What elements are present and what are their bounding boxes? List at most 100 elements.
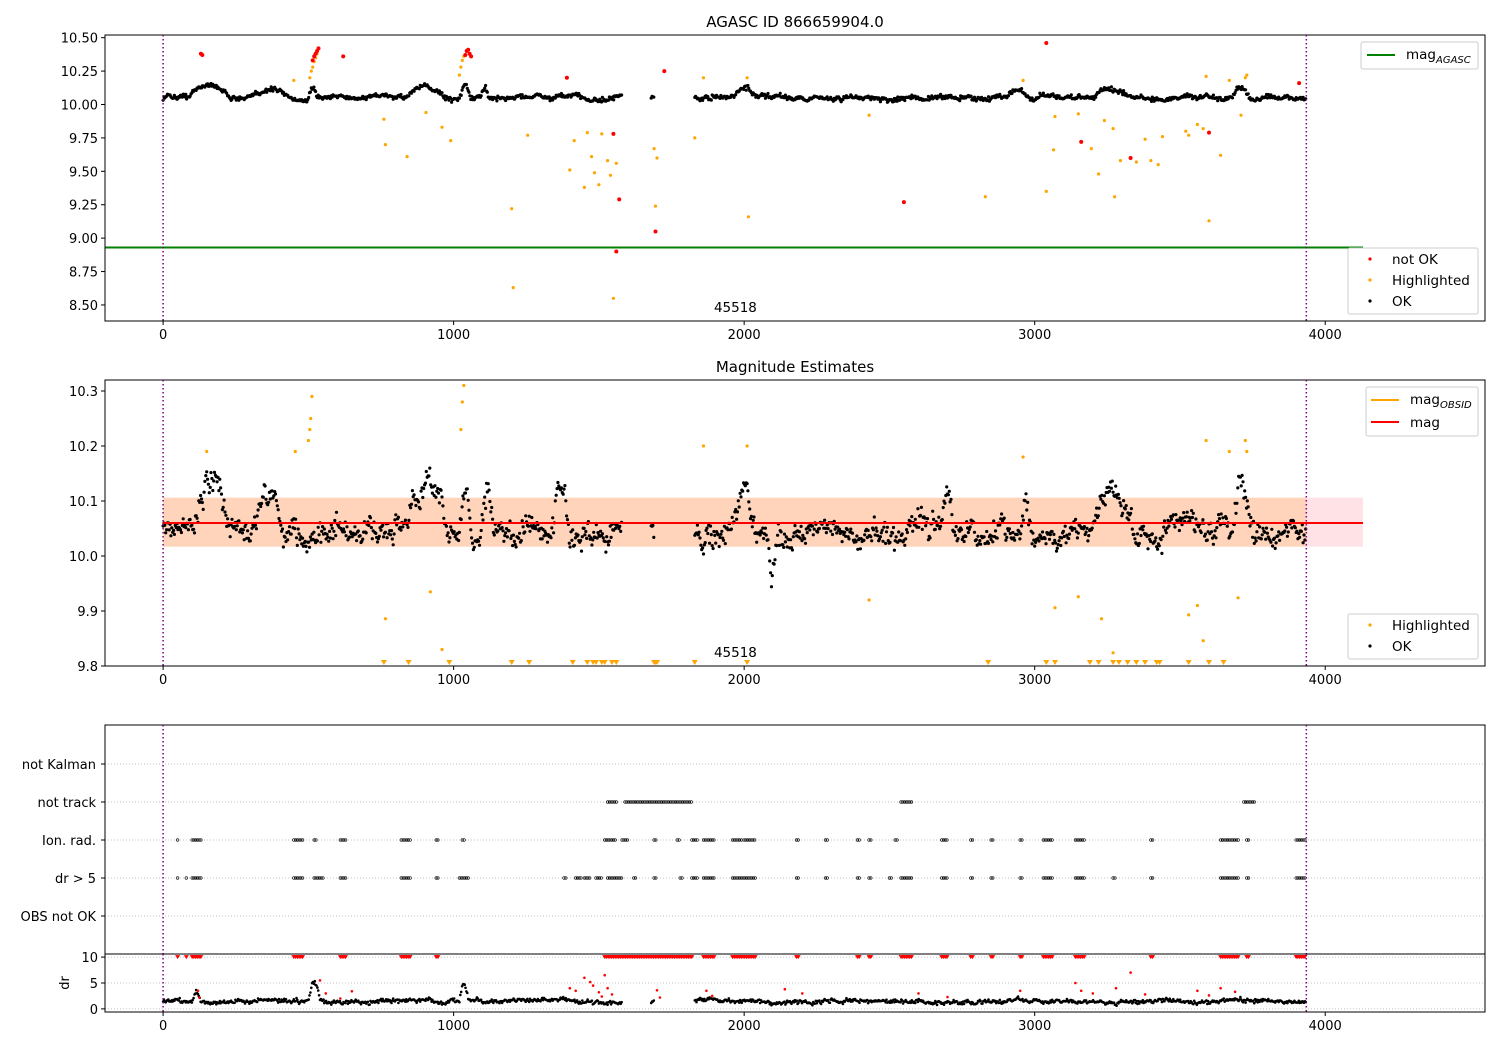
ok-point [854,540,858,544]
flag-point [732,838,736,842]
ok-point [253,515,257,519]
ok-point [1005,535,1009,540]
flag-point [609,800,613,804]
dr-ok-point [316,989,320,992]
flag-point [1075,838,1079,842]
flag-point [316,876,320,880]
ok-point [747,500,751,504]
dr-ok-point [222,999,226,1002]
ok-point [1211,93,1215,97]
dr-ok-point [1192,1002,1195,1006]
dr-not-ok-point [324,992,328,995]
ok-point [835,531,839,535]
ok-point [342,530,346,534]
flag-point [176,838,180,842]
flag-point [707,876,711,880]
flag-point [663,800,667,804]
ok-point [427,474,431,478]
ok-point [1116,492,1120,496]
ok-point [1097,506,1101,510]
flag-point [619,876,624,880]
ok-point [600,532,605,536]
ok-point [172,532,176,537]
dr-ok-point [826,998,830,1002]
dr-ok-point [202,999,206,1003]
highlighted-point [292,78,296,82]
ok-point [501,529,505,533]
ok-point [330,526,334,530]
below-limit-marker [380,660,387,665]
below-limit-marker [584,660,591,665]
flag-point [901,876,905,880]
ok-point [221,505,225,509]
flag-point [607,800,612,804]
ok-point [368,516,373,520]
dr-not-ok-point [658,996,662,999]
flag-point [654,876,658,880]
ok-point [938,527,942,531]
ok-point [424,469,428,474]
ok-point [858,547,863,551]
highlighted-point [526,133,530,137]
flag-point [1077,876,1081,880]
ok-point [767,546,771,551]
flag-point [616,876,620,880]
ok-point [293,527,297,531]
highlighted-point [1245,73,1249,77]
flag-point [1220,876,1224,880]
ok-point [1149,539,1153,544]
ok-point [592,530,596,534]
estimates-legend-highlighted-swatch [1368,623,1372,627]
ok-point [165,528,169,532]
flag-point [314,838,318,842]
ok-point [701,546,705,550]
ok-point [1254,539,1258,543]
highlighted-point [867,598,871,602]
ok-point [928,536,932,540]
below-limit-marker [1220,660,1227,665]
ok-point [734,93,738,97]
dr-ok-point [377,1001,380,1005]
ok-point [986,95,991,99]
ok-point [181,517,185,521]
ok-point [1298,535,1302,539]
ok-point [1119,504,1123,508]
flag-point [1249,800,1253,804]
ok-point [322,527,326,531]
ok-point [698,536,702,540]
legend-not-ok-label: not OK [1392,252,1439,268]
flag-point [1234,838,1238,842]
ok-point [219,492,224,496]
flag-point [1247,800,1251,804]
ok-point [982,535,986,539]
ok-point [463,491,468,495]
ok-point [483,86,487,90]
ok-point [936,524,940,528]
ok-point [939,524,943,528]
ok-point [716,533,720,537]
legend-ok-label: OK [1392,294,1413,310]
ok-point [1301,95,1305,99]
ok-point [1096,514,1100,518]
ok-point [1263,530,1267,534]
ok-point [492,533,496,537]
ok-point [947,489,951,493]
dr-clipped-marker [1302,955,1308,960]
agasc-legend-mag-label: magAGASC [1406,47,1471,66]
ok-point [717,544,721,549]
below-limit-marker [569,660,576,665]
ok-point [208,485,212,489]
ok-point [1290,526,1294,530]
flag-point [673,800,678,804]
dr-clipped-marker [175,955,181,960]
ok-point [1251,535,1255,539]
x-tick-label: 3000 [1018,1019,1051,1034]
highlighted-point [1245,449,1249,454]
ok-point [1193,530,1197,534]
ok-point [695,523,700,527]
ok-point [328,529,332,534]
flag-point [823,876,828,880]
ok-point [242,538,246,542]
ok-point [419,489,423,493]
flag-point [901,800,905,804]
